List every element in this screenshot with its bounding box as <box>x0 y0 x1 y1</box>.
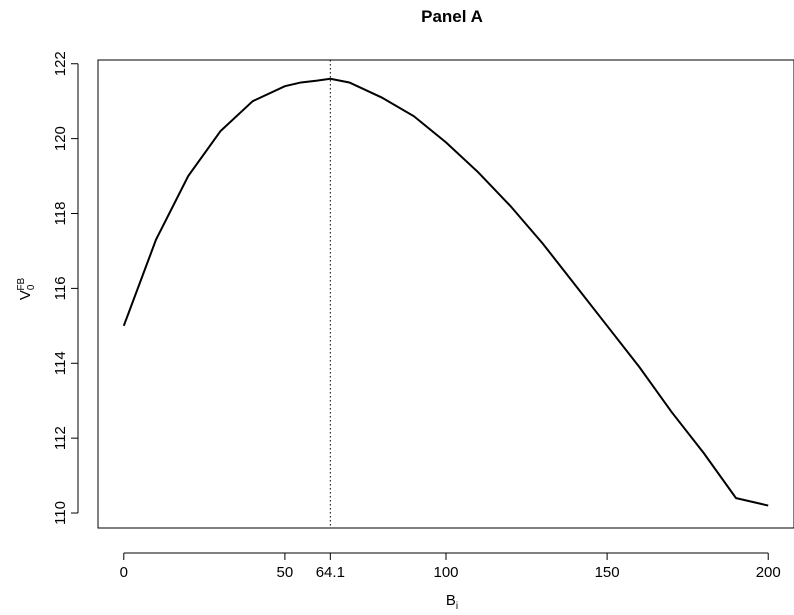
x-tick-label: 64.1 <box>316 564 345 581</box>
y-axis-label-main: V <box>17 290 34 300</box>
x-tick-label: 200 <box>756 564 781 581</box>
y-tick-label: 116 <box>52 276 69 300</box>
x-axis-label-subscript: i <box>456 601 458 612</box>
y-tick-label: 118 <box>52 202 69 226</box>
series-line <box>122 77 769 507</box>
x-axis-label: Bi <box>446 592 458 612</box>
y-tick-label: 114 <box>52 351 69 375</box>
y-axis: 110 112 114 116 118 120 122 <box>52 51 79 525</box>
x-axis-label-main: B <box>446 592 456 609</box>
y-tick-label: 112 <box>52 426 69 450</box>
plot-frame <box>97 59 794 529</box>
plot-area <box>122 60 769 528</box>
x-tick-label: 100 <box>433 564 458 581</box>
x-tick-label: 0 <box>120 564 128 581</box>
y-axis-label-group: V0FB <box>16 277 37 300</box>
y-tick-label: 110 <box>52 501 69 525</box>
chart-title: Panel A <box>421 7 483 26</box>
y-axis-label: V0FB <box>16 277 37 300</box>
x-tick-label: 150 <box>595 564 620 581</box>
y-tick-label: 122 <box>52 51 69 76</box>
y-axis-label-superscript: FB <box>16 277 27 290</box>
y-tick-label: 120 <box>52 126 69 151</box>
x-tick-label: 50 <box>277 564 294 581</box>
y-axis-label-subscript: 0 <box>26 284 37 290</box>
x-axis: 0 50 64.1 100 150 200 <box>120 552 781 581</box>
